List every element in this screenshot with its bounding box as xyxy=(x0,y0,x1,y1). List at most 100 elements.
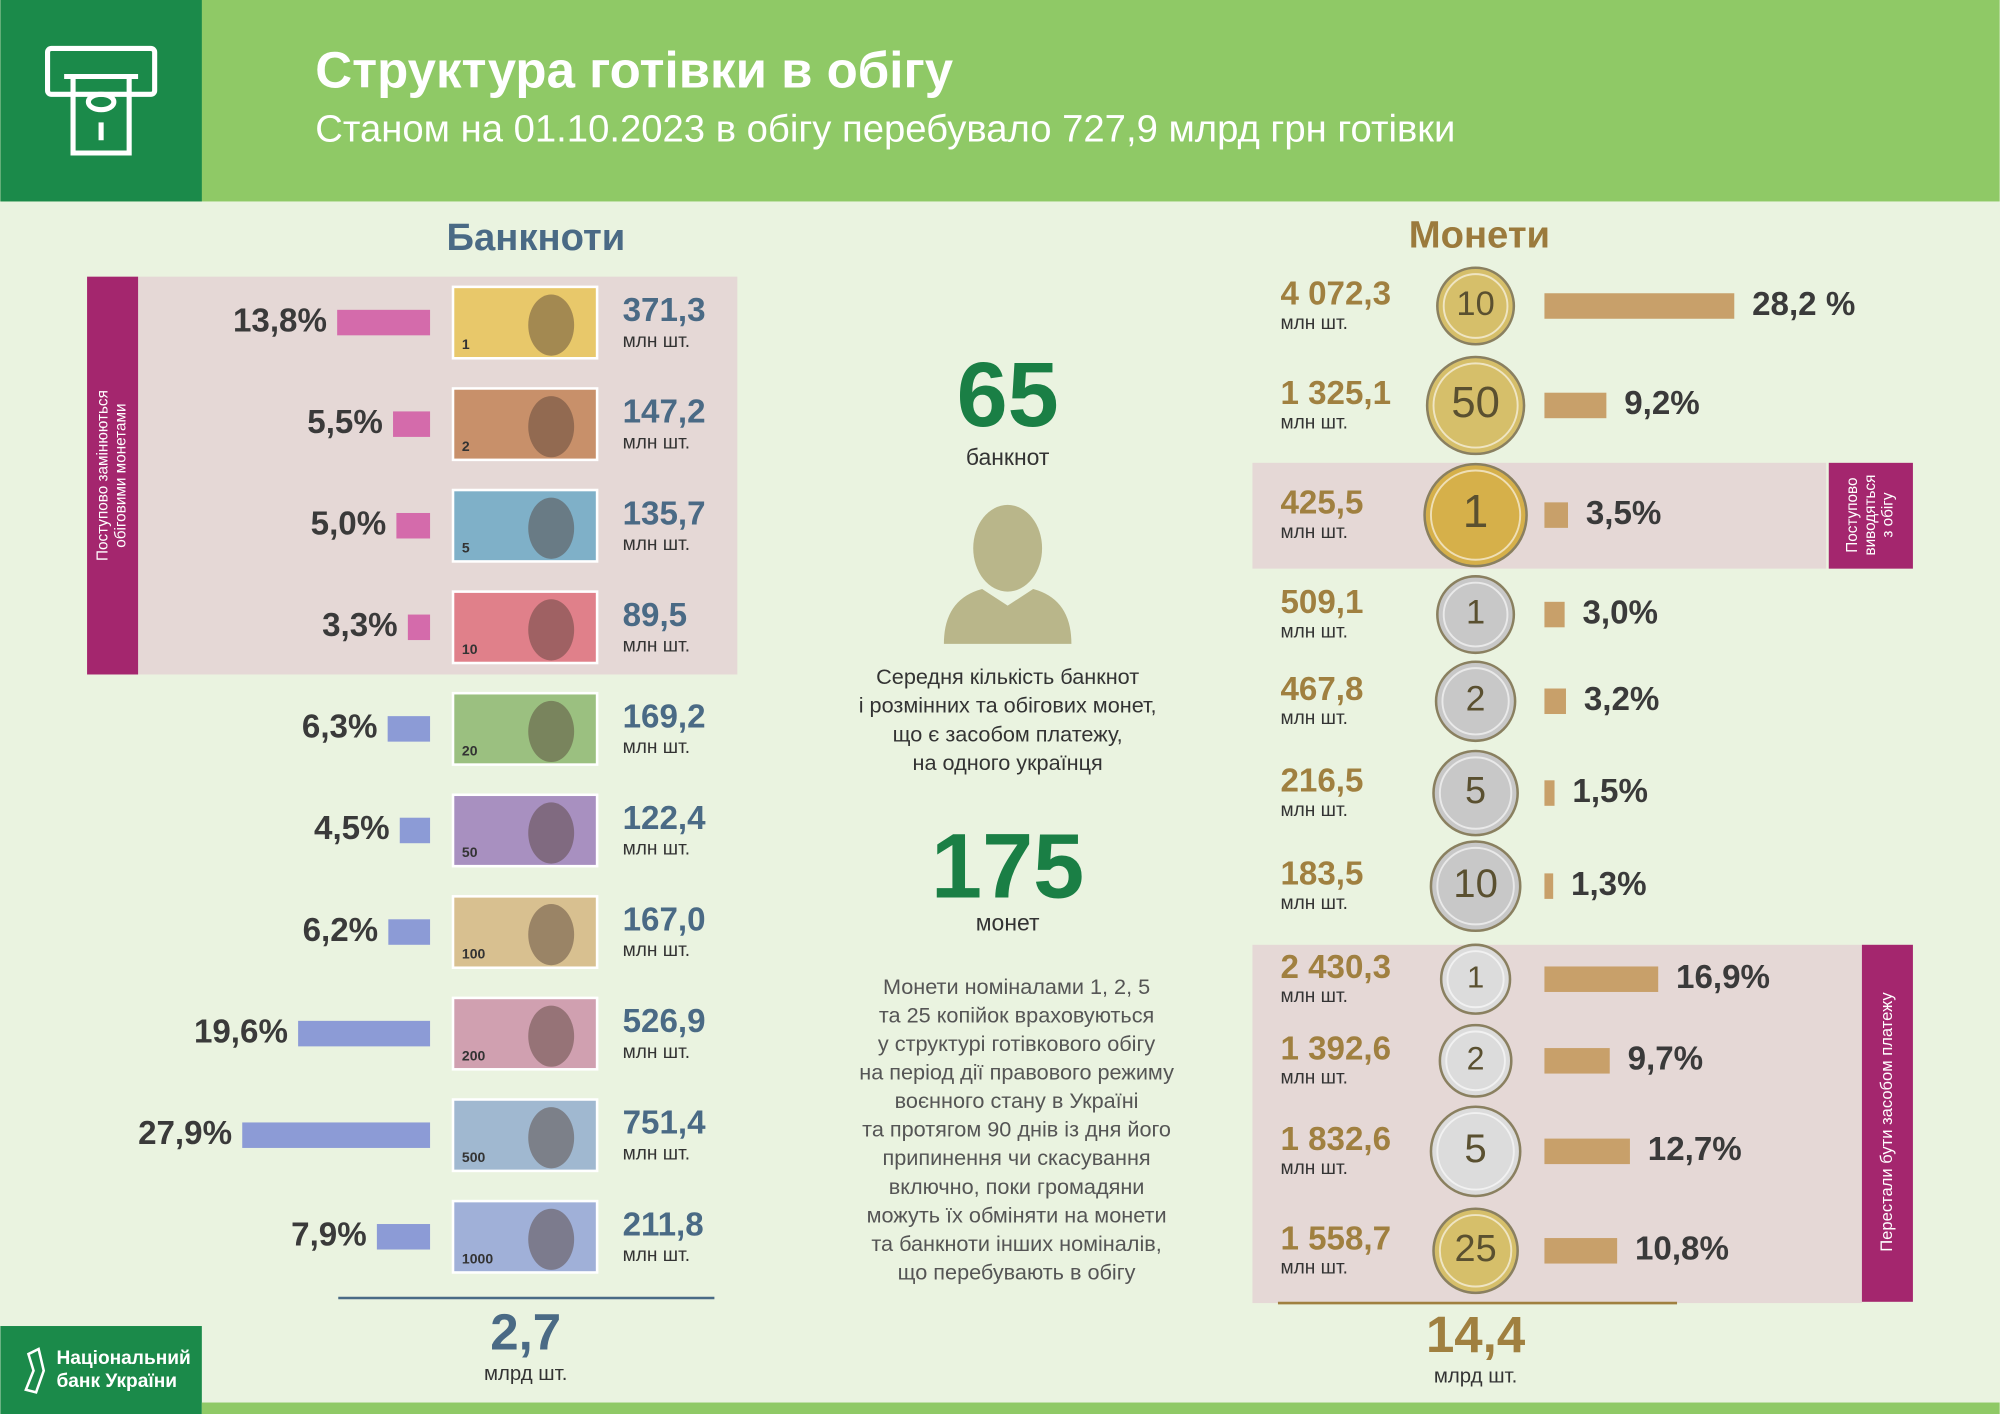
coin-rim xyxy=(1436,846,1515,926)
coin xyxy=(1432,749,1519,837)
side-label: виводяться xyxy=(1862,475,1879,556)
share-bar xyxy=(399,817,431,844)
share-label: 9,2% xyxy=(1624,385,1700,422)
unit: млн шт. xyxy=(1281,1068,1348,1089)
quantity: 425,5 xyxy=(1281,485,1364,522)
quantity: 2 430,3 xyxy=(1281,949,1392,986)
quantity: 1 325,1 xyxy=(1281,375,1392,412)
description-line: на одного українця xyxy=(913,750,1103,775)
share-label: 19,6% xyxy=(194,1013,288,1050)
note-line: воєнного стану в Україні xyxy=(895,1088,1139,1113)
coin-rim xyxy=(1430,469,1522,561)
quantity: 169,2 xyxy=(623,698,706,735)
share-label: 4,5% xyxy=(314,810,390,847)
unit: млн шт. xyxy=(1281,986,1348,1007)
banknote-portrait xyxy=(528,599,575,661)
share-label: 16,9% xyxy=(1676,959,1770,996)
coins-total-unit: млрд шт. xyxy=(1434,1365,1517,1387)
unit: млн шт. xyxy=(623,839,690,860)
share-bar xyxy=(1544,293,1735,319)
banknote-denomination: 1 xyxy=(462,336,470,352)
unit: млн шт. xyxy=(1281,1158,1348,1179)
share-bar xyxy=(298,1020,431,1047)
banknote-portrait xyxy=(528,802,575,864)
atm-icon xyxy=(45,45,158,156)
share-bar xyxy=(1544,1238,1618,1264)
banknote-portrait xyxy=(528,1208,575,1270)
share-bar xyxy=(1544,966,1659,992)
person-icon xyxy=(943,504,1072,644)
unit: млн шт. xyxy=(623,534,690,555)
coin-rim xyxy=(1436,1112,1515,1191)
quantity: 467,8 xyxy=(1281,671,1364,708)
quantity: 1 392,6 xyxy=(1281,1030,1392,1067)
share-bar xyxy=(1544,688,1566,715)
share-bar xyxy=(1544,780,1555,806)
logo-mark xyxy=(24,1347,46,1394)
side-label: Поступово замінюються xyxy=(95,390,112,561)
unit: млн шт. xyxy=(1281,893,1348,914)
share-label: 6,2% xyxy=(303,912,379,949)
share-label: 9,7% xyxy=(1628,1041,1704,1078)
note-line: у структурі готівкового обігу xyxy=(878,1031,1155,1056)
banknote xyxy=(451,691,599,766)
unit: млн шт. xyxy=(623,432,690,453)
banknote-portrait xyxy=(528,396,575,458)
coin-denomination: 5 xyxy=(1465,770,1486,812)
coin-rim xyxy=(1438,1214,1513,1288)
coin-denomination: 50 xyxy=(1451,379,1500,427)
banknote-denomination: 10 xyxy=(462,641,478,657)
share-bar xyxy=(387,716,431,742)
banknote xyxy=(451,1199,599,1274)
coin xyxy=(1425,355,1526,456)
note-line: можуть їх обміняти на монети xyxy=(867,1202,1167,1227)
coin xyxy=(1423,462,1528,568)
share-bar xyxy=(1544,1048,1610,1074)
banknote-denomination: 20 xyxy=(462,743,478,759)
logo-text: Національний xyxy=(56,1348,190,1369)
share-label: 10,8% xyxy=(1635,1231,1729,1268)
subtitle: Станом на 01.10.2023 в обігу перебувало … xyxy=(315,107,1455,150)
unit: млн шт. xyxy=(1281,412,1348,433)
quantity: 1 558,7 xyxy=(1281,1220,1392,1257)
share-label: 3,0% xyxy=(1582,594,1658,631)
coin-denomination: 2 xyxy=(1466,679,1486,719)
banknote-portrait xyxy=(528,294,575,356)
banknotes-per-capita-label: банкнот xyxy=(966,444,1050,470)
banknote-denomination: 1000 xyxy=(462,1250,493,1266)
withdrawn-tag xyxy=(1861,944,1913,1302)
coin-rim xyxy=(1442,273,1509,339)
share-bar xyxy=(1544,1138,1630,1165)
banknotes-total: 2,7 xyxy=(490,1304,561,1361)
banknote-portrait xyxy=(528,1005,575,1067)
banknote xyxy=(451,387,599,462)
quantity: 147,2 xyxy=(623,394,706,431)
coin-denomination: 5 xyxy=(1464,1126,1486,1171)
coin-rim xyxy=(1441,667,1510,736)
replaced-tag xyxy=(87,276,139,675)
coin-rim xyxy=(1432,362,1519,449)
banknote xyxy=(451,996,599,1071)
share-bar xyxy=(1544,502,1568,528)
share-bar xyxy=(407,614,431,641)
note-line: та протягом 90 днів із дня його xyxy=(862,1117,1171,1142)
unit: млн шт. xyxy=(1281,522,1348,543)
coins-title: Монети xyxy=(1409,213,1550,256)
coin-denomination: 1 xyxy=(1466,594,1485,632)
banknote-denomination: 100 xyxy=(462,946,486,962)
banknote xyxy=(451,895,599,970)
share-label: 3,5% xyxy=(1586,495,1662,532)
share-label: 7,9% xyxy=(291,1217,367,1254)
share-label: 28,2 % xyxy=(1752,286,1855,323)
note-line: Монети номіналами 1, 2, 5 xyxy=(883,974,1150,999)
replaced-band xyxy=(87,276,738,675)
unit: млн шт. xyxy=(623,635,690,656)
share-label: 5,0% xyxy=(311,505,387,542)
banknote xyxy=(451,590,599,665)
description-line: що є засобом платежу, xyxy=(893,721,1123,746)
banknote-portrait xyxy=(528,903,575,966)
coin xyxy=(1429,840,1522,933)
coins-per-capita: 175 xyxy=(931,816,1084,918)
